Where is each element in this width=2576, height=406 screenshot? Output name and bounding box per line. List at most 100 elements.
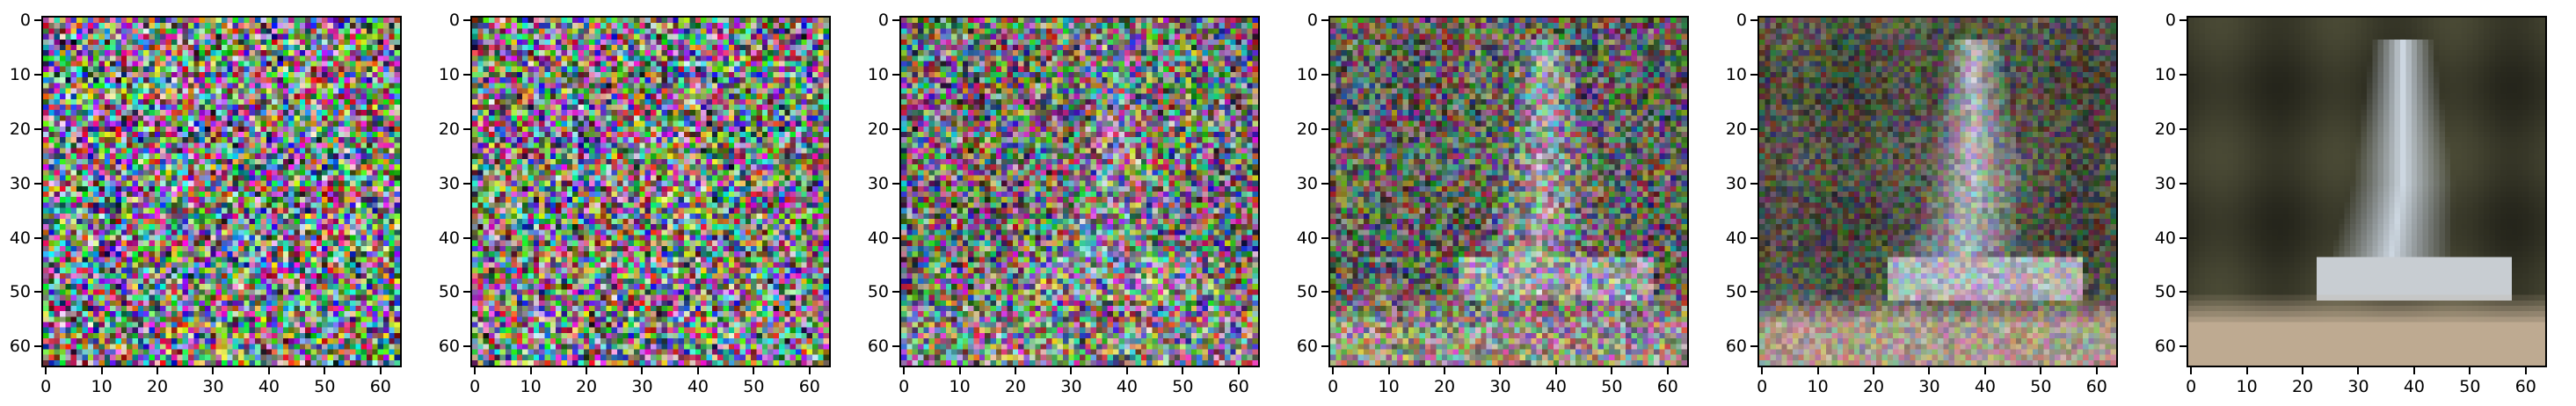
x-tick-mark [1444,367,1446,374]
image-plot-area [2187,16,2547,367]
y-tick-mark [1321,19,1328,22]
y-tick-label: 20 [1296,119,1318,139]
image-panel-5: 0 10 20 30 40 50 60 0 10 20 30 40 50 60 [1716,0,2145,406]
image-panel-3: 0 10 20 30 40 50 60 0 10 20 30 40 50 60 [858,0,1287,406]
y-tick-label: 60 [867,337,889,357]
y-tick-mark [892,236,899,239]
x-tick-mark [641,367,644,374]
y-tick-mark [2179,182,2187,185]
y-tick-label: 10 [2154,64,2176,84]
x-tick-label: 60 [2085,377,2107,396]
y-tick-mark [463,345,470,348]
y-tick-label: 0 [19,11,31,31]
image-panel-6: 0 10 20 30 40 50 60 0 10 20 30 40 50 60 [2145,0,2574,406]
x-tick-label: 50 [2030,377,2052,396]
x-tick-label: 40 [1545,377,1568,396]
y-tick-mark [892,127,899,130]
x-tick-label: 0 [40,377,52,396]
y-tick-mark [463,127,470,130]
y-tick-label: 40 [867,228,889,248]
y-tick-label: 10 [9,64,31,84]
x-tick-label: 60 [1227,377,1249,396]
y-tick-label: 40 [1296,228,1318,248]
y-tick-mark [892,19,899,22]
x-tick-mark [903,367,906,374]
noisy-image [1759,18,2116,366]
y-tick-label: 20 [1725,119,1747,139]
y-tick-label: 0 [877,11,889,31]
y-tick-label: 50 [9,282,31,302]
x-tick-label: 0 [469,377,481,396]
image-plot-area [41,16,402,367]
y-tick-label: 40 [2154,228,2176,248]
image-panel-4: 0 10 20 30 40 50 60 0 10 20 30 40 50 60 [1287,0,1716,406]
image-plot-area [1757,16,2118,367]
y-tick-label: 20 [9,119,31,139]
x-tick-label: 30 [1489,377,1511,396]
x-tick-mark [1928,367,1931,374]
x-tick-mark [958,367,961,374]
y-tick-mark [34,291,41,294]
x-tick-label: 10 [2236,377,2258,396]
y-tick-label: 10 [867,64,889,84]
y-tick-mark [1321,345,1328,348]
x-tick-label: 40 [1116,377,1139,396]
x-tick-label: 10 [91,377,113,396]
y-tick-mark [34,19,41,22]
x-tick-label: 40 [258,377,280,396]
y-tick-mark [2179,73,2187,76]
x-tick-mark [1983,367,1986,374]
x-tick-label: 10 [1807,377,1829,396]
image-plot-area [899,16,1260,367]
x-tick-mark [1666,367,1669,374]
x-tick-label: 30 [631,377,653,396]
x-tick-label: 10 [520,377,542,396]
x-tick-label: 20 [575,377,598,396]
x-tick-mark [696,367,699,374]
x-tick-label: 20 [1862,377,1885,396]
y-tick-label: 10 [1296,64,1318,84]
y-tick-mark [1321,73,1328,76]
y-tick-label: 0 [1736,11,1747,31]
y-tick-label: 10 [438,64,460,84]
y-tick-label: 50 [867,282,889,302]
y-tick-mark [463,182,470,185]
noisy-image [472,18,829,366]
x-tick-label: 20 [2291,377,2314,396]
x-tick-label: 20 [146,377,169,396]
y-tick-label: 30 [438,173,460,193]
noisy-image [901,18,1258,366]
y-tick-label: 50 [438,282,460,302]
x-tick-mark [1816,367,1819,374]
x-tick-label: 30 [1060,377,1082,396]
x-tick-mark [379,367,382,374]
x-tick-mark [1332,367,1335,374]
x-tick-mark [1761,367,1764,374]
x-tick-mark [1611,367,1613,374]
x-tick-mark [2095,367,2098,374]
y-tick-mark [1321,236,1328,239]
y-tick-label: 30 [1296,173,1318,193]
x-tick-mark [2412,367,2415,374]
y-tick-label: 40 [1725,228,1747,248]
y-tick-mark [34,73,41,76]
y-tick-label: 10 [1725,64,1747,84]
x-tick-label: 0 [1757,377,1768,396]
y-tick-mark [1750,345,1757,348]
x-tick-mark [808,367,811,374]
y-tick-label: 20 [438,119,460,139]
y-tick-mark [34,236,41,239]
x-tick-mark [2357,367,2360,374]
y-tick-label: 30 [9,173,31,193]
y-tick-label: 20 [2154,119,2176,139]
x-tick-mark [1125,367,1128,374]
x-tick-label: 60 [2514,377,2536,396]
y-tick-label: 60 [1296,337,1318,357]
y-tick-mark [1750,73,1757,76]
x-tick-label: 60 [798,377,820,396]
y-tick-mark [2179,19,2187,22]
x-tick-mark [1015,367,1017,374]
noisy-image [43,18,400,366]
y-tick-mark [463,236,470,239]
